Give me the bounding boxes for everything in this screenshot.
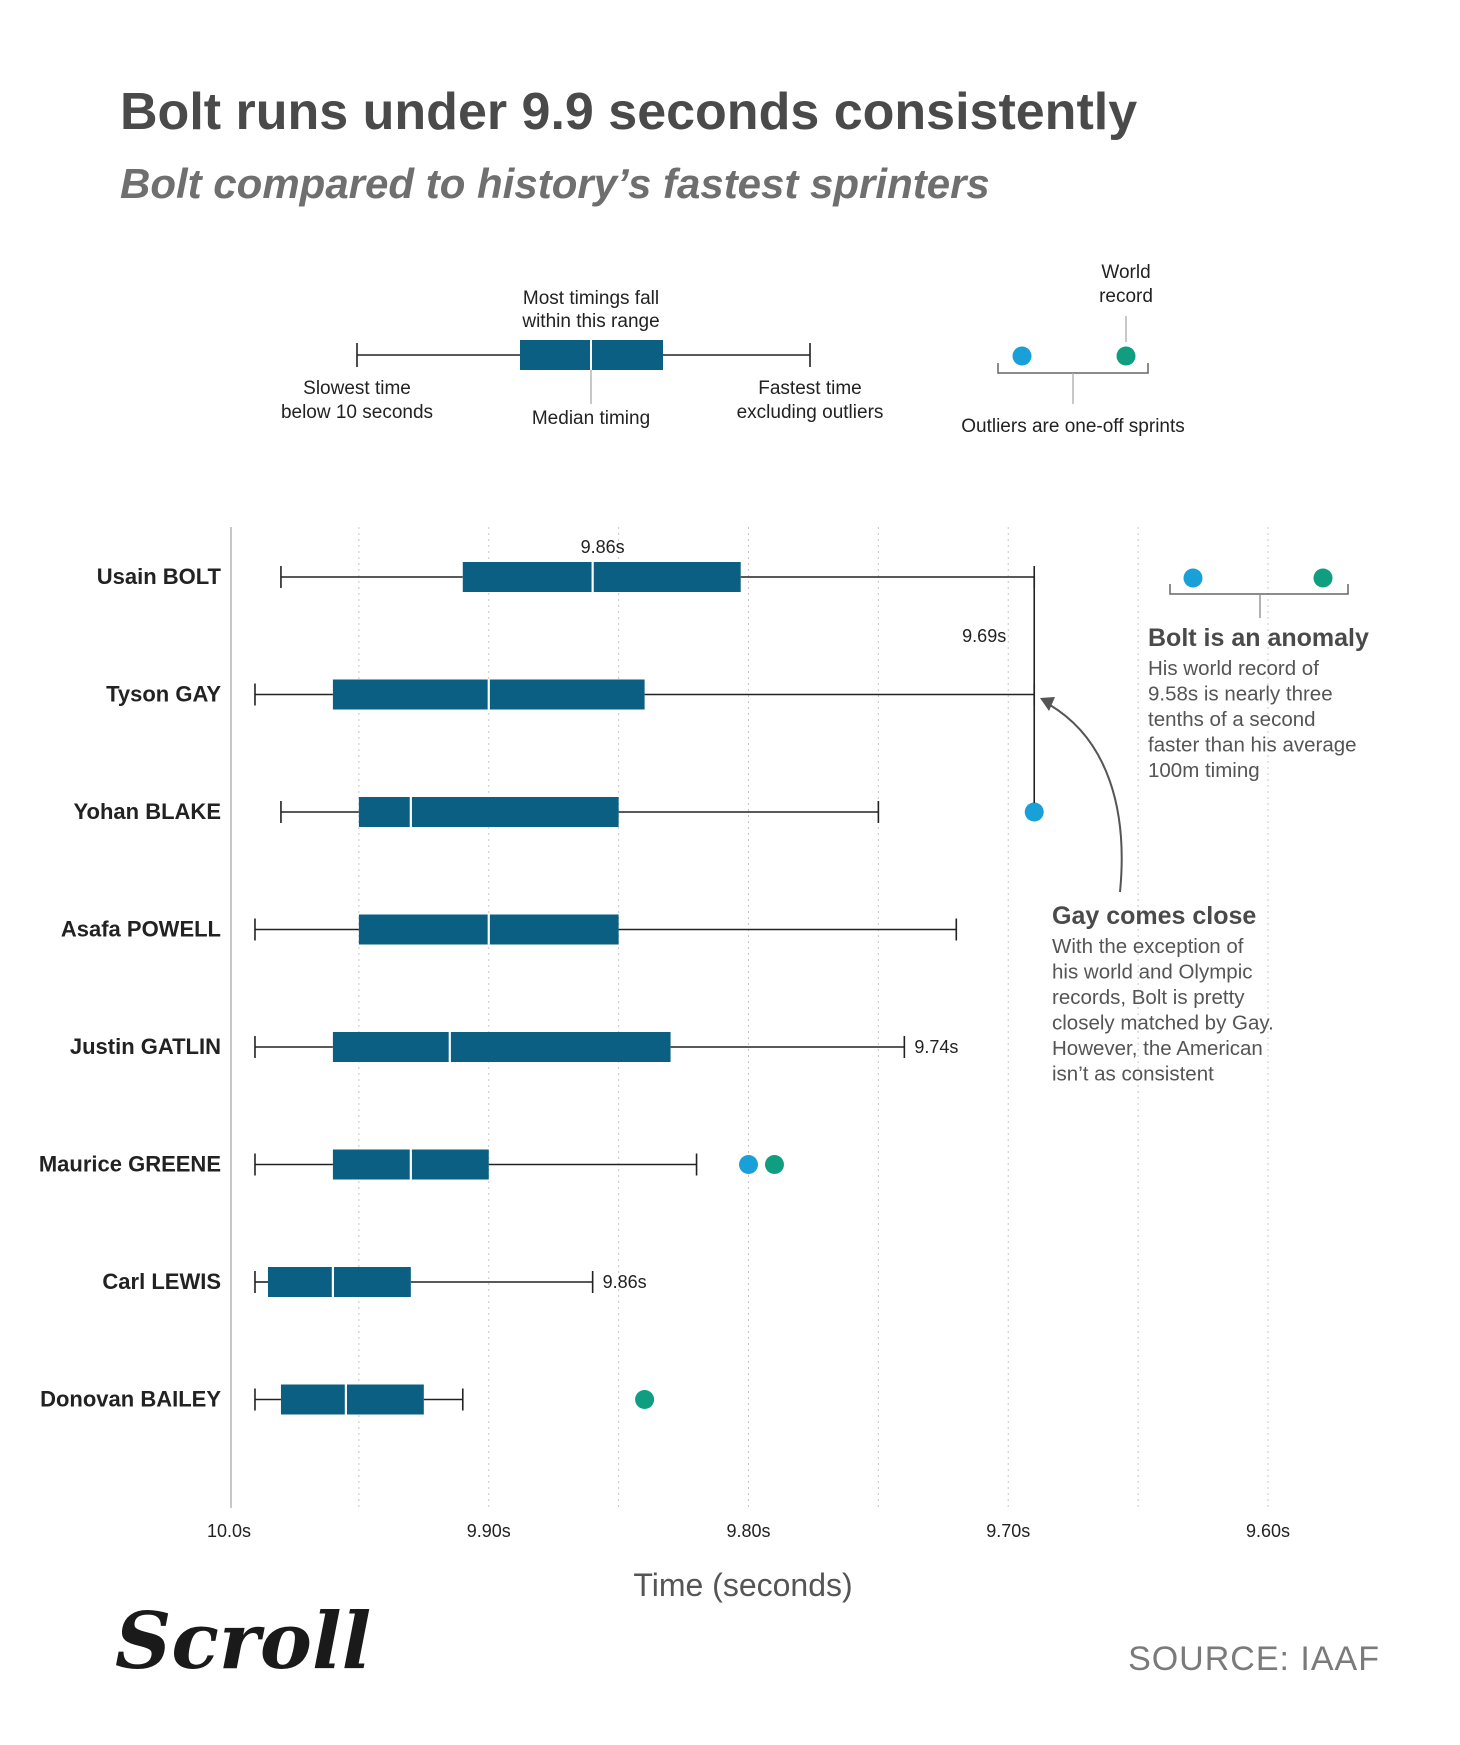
legend-outliers-label: Outliers are one-off sprints bbox=[961, 416, 1185, 437]
row-label: Donovan BAILEY bbox=[40, 1387, 221, 1412]
gay-text-line: With the exception of bbox=[1052, 935, 1244, 958]
iqr-box bbox=[358, 797, 619, 827]
gay-text-line: records, Bolt is pretty bbox=[1052, 986, 1245, 1009]
legend-outlier-dot bbox=[1012, 346, 1032, 366]
anomaly-text-line: 9.58s is nearly three bbox=[1148, 683, 1333, 706]
row-label: Tyson GAY bbox=[106, 682, 221, 707]
value-label: 9.86s bbox=[603, 1272, 647, 1292]
value-label: 9.74s bbox=[914, 1037, 958, 1057]
legend-box-label: within this range bbox=[521, 311, 659, 332]
source-credit: SOURCE: IAAF bbox=[1128, 1640, 1380, 1678]
row-label: Carl LEWIS bbox=[102, 1269, 221, 1294]
scroll-logo: Scroll bbox=[115, 1596, 372, 1687]
legend-world-record-label: record bbox=[1099, 286, 1153, 307]
x-tick-label: 10.0s bbox=[207, 1521, 251, 1541]
iqr-box bbox=[280, 1384, 424, 1415]
legend-box-label: Most timings fall bbox=[523, 288, 659, 309]
row-label: Maurice GREENE bbox=[39, 1152, 221, 1177]
gay-text-line: closely matched by Gay. bbox=[1052, 1012, 1274, 1035]
chart-title: Bolt runs under 9.9 seconds consistently bbox=[120, 83, 1138, 141]
legend-fastest-label: excluding outliers bbox=[737, 402, 884, 423]
anomaly-text-line: faster than his average bbox=[1148, 734, 1357, 757]
iqr-box bbox=[267, 1267, 411, 1297]
x-tick-label: 9.80s bbox=[726, 1521, 770, 1541]
outlier-dot bbox=[739, 1155, 758, 1174]
row-label: Yohan BLAKE bbox=[74, 799, 221, 824]
x-tick-label: 9.90s bbox=[467, 1521, 511, 1541]
anomaly-outlier-dot bbox=[1183, 568, 1203, 588]
world-record-dot bbox=[764, 1155, 784, 1174]
anomaly-bracket bbox=[1169, 584, 1349, 595]
gay-heading: Gay comes close bbox=[1052, 902, 1256, 930]
gay-annotation-arrow bbox=[1049, 704, 1123, 893]
anomaly-world-record-dot bbox=[1313, 568, 1333, 588]
legend-slowest-label: Slowest time bbox=[303, 378, 411, 399]
x-axis-title: Time (seconds) bbox=[633, 1567, 852, 1603]
value-label: 9.69s bbox=[962, 626, 1006, 646]
legend-world-record-dot bbox=[1116, 346, 1136, 366]
gay-annotation-arrowhead bbox=[1040, 697, 1055, 711]
anomaly-text-line: His world record of bbox=[1148, 657, 1319, 680]
gay-text-line: However, the American bbox=[1052, 1037, 1263, 1060]
anomaly-heading: Bolt is an anomaly bbox=[1148, 624, 1369, 652]
world-record-dot bbox=[635, 1390, 655, 1409]
chart-subtitle: Bolt compared to history’s fastest sprin… bbox=[120, 160, 990, 207]
iqr-box bbox=[462, 562, 741, 592]
legend-world-record-label: World bbox=[1101, 262, 1150, 283]
anomaly-text-line: 100m timing bbox=[1148, 759, 1260, 782]
row-label: Usain BOLT bbox=[97, 564, 222, 589]
x-tick-label: 9.60s bbox=[1246, 1521, 1290, 1541]
legend-median-label: Median timing bbox=[532, 408, 650, 429]
gay-text-line: his world and Olympic bbox=[1052, 961, 1253, 984]
value-label: 9.86s bbox=[581, 537, 625, 557]
anomaly-text-line: tenths of a second bbox=[1148, 708, 1316, 731]
row-label: Justin GATLIN bbox=[70, 1034, 221, 1059]
row-label: Asafa POWELL bbox=[61, 917, 221, 942]
legend-slowest-label: below 10 seconds bbox=[281, 402, 433, 423]
legend-fastest-label: Fastest time bbox=[758, 378, 861, 399]
x-tick-label: 9.70s bbox=[986, 1521, 1030, 1541]
iqr-box bbox=[332, 1032, 671, 1062]
gay-text-line: isn’t as consistent bbox=[1052, 1063, 1214, 1086]
outlier-dot bbox=[1024, 802, 1044, 822]
